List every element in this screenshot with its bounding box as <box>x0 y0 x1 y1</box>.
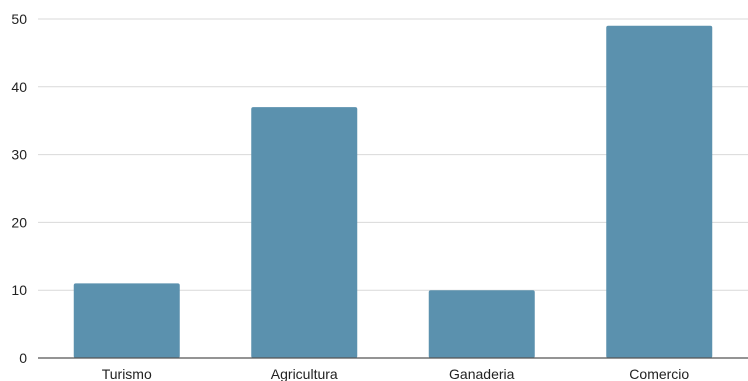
y-tick-label: 50 <box>11 11 27 27</box>
x-tick-labels: Turismo Agricultura Ganaderia Comercio <box>102 366 690 381</box>
x-tick-label: Comercio <box>629 366 689 381</box>
x-tick-label: Agricultura <box>271 366 338 381</box>
y-tick-labels: 0 10 20 30 40 50 <box>11 11 27 366</box>
bar-ganaderia <box>428 290 535 358</box>
y-tick-label: 40 <box>11 79 27 95</box>
bar-turismo <box>73 283 180 358</box>
y-tick-label: 10 <box>11 282 27 298</box>
bars <box>73 25 713 359</box>
y-tick-label: 30 <box>11 147 27 163</box>
x-tick-label: Turismo <box>102 366 152 381</box>
x-tick-label: Ganaderia <box>449 366 515 381</box>
bar-agricultura <box>251 107 358 358</box>
y-tick-label: 0 <box>19 350 27 366</box>
bar-comercio <box>606 25 713 359</box>
y-tick-label: 20 <box>11 214 27 230</box>
